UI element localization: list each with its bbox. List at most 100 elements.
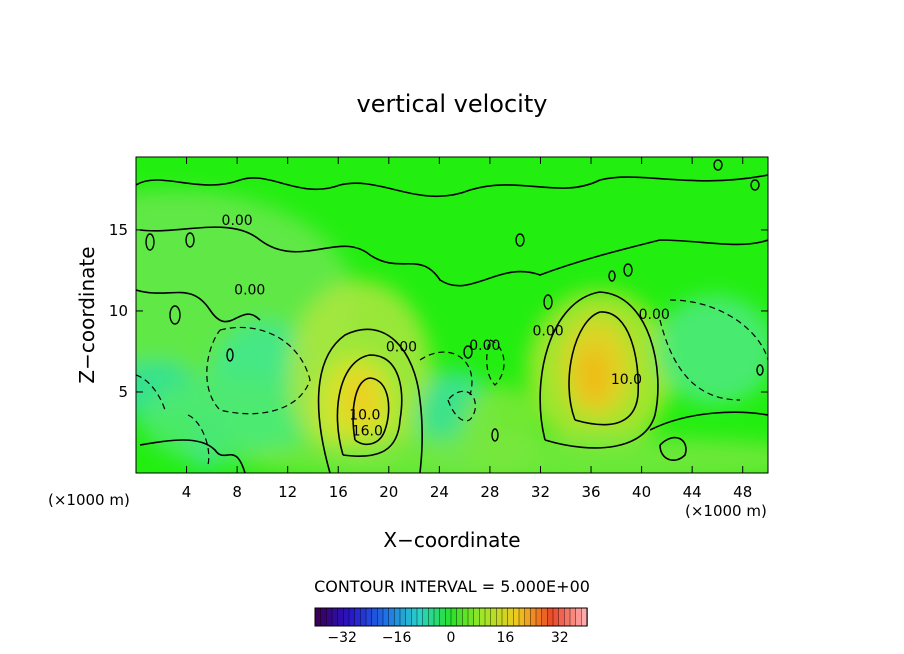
contour-line bbox=[139, 226, 768, 287]
contour-label: 0.00 bbox=[386, 339, 417, 355]
contour-line-negative bbox=[659, 319, 741, 401]
colorbar-segment bbox=[552, 607, 560, 627]
colorbar-segment bbox=[547, 607, 554, 627]
colorbar-segment bbox=[501, 607, 509, 627]
colorbar-segment bbox=[535, 607, 543, 627]
colorbar-segment bbox=[558, 607, 566, 627]
contour-loop bbox=[169, 305, 181, 325]
colorbar-segment bbox=[348, 607, 356, 627]
contour-line-negative bbox=[136, 374, 166, 411]
colorbar-segment bbox=[518, 607, 526, 627]
colorbar-tick-label: 0 bbox=[447, 630, 456, 646]
colorbar-segment bbox=[331, 607, 339, 627]
colorbar-tick-label: 32 bbox=[551, 630, 569, 646]
contour-label: 16.0 bbox=[352, 424, 383, 440]
y-axis: 5 10 15 bbox=[109, 221, 768, 401]
x-tick-label: 48 bbox=[733, 483, 752, 501]
contour-loop bbox=[145, 233, 155, 251]
colorbar-segment bbox=[439, 607, 447, 627]
colorbar-segment bbox=[371, 607, 379, 627]
x-tick-label: 36 bbox=[581, 483, 600, 501]
colorbar bbox=[314, 607, 588, 627]
colorbar-segment bbox=[320, 607, 328, 627]
contour-line bbox=[539, 291, 659, 449]
contour-loop bbox=[713, 159, 723, 171]
y-tick-label: 15 bbox=[109, 221, 128, 239]
colorbar-tick-label: −32 bbox=[327, 630, 357, 646]
colorbar-segment bbox=[416, 607, 424, 627]
y-tick-label: 5 bbox=[118, 383, 128, 401]
colorbar-segment bbox=[524, 607, 532, 627]
contour-line-negative bbox=[447, 390, 476, 422]
contour-label: 0.00 bbox=[234, 283, 265, 299]
colorbar-segment bbox=[490, 607, 498, 627]
colorbar-segment bbox=[314, 607, 322, 627]
x-tick-label: 12 bbox=[278, 483, 297, 501]
colorbar-segment bbox=[484, 607, 492, 627]
colorbar-segment bbox=[496, 607, 503, 627]
field-region bbox=[578, 347, 610, 403]
colorbar-segment bbox=[541, 607, 549, 627]
x-tick-label: 24 bbox=[430, 483, 449, 501]
contour-line-negative bbox=[669, 299, 768, 361]
field-region bbox=[340, 370, 380, 430]
colorbar-segment bbox=[575, 607, 583, 627]
x-tick-label: 8 bbox=[232, 483, 242, 501]
colorbar-segment bbox=[382, 607, 390, 627]
contour-loop bbox=[750, 179, 760, 191]
contour-lines bbox=[136, 159, 768, 473]
colorbar-segment bbox=[326, 607, 333, 627]
colorbar-frame bbox=[314, 607, 588, 627]
colorbar-segment bbox=[445, 607, 452, 627]
colorbar-segment bbox=[405, 607, 413, 627]
contour-loop bbox=[491, 428, 499, 442]
contour-label: 0.00 bbox=[639, 307, 670, 323]
contour-line bbox=[568, 311, 640, 426]
x-unit-label-left: (×1000 m) bbox=[48, 491, 130, 509]
colorbar-segment bbox=[365, 607, 373, 627]
colorbar-tick-label: −16 bbox=[382, 630, 412, 646]
plot-frame bbox=[135, 156, 769, 474]
x-tick-label: 40 bbox=[632, 483, 651, 501]
contour-loop bbox=[185, 232, 195, 248]
contour-loop bbox=[756, 364, 764, 376]
colorbar-segment bbox=[411, 607, 418, 627]
contour-loop bbox=[515, 233, 525, 247]
contour-line bbox=[649, 411, 768, 431]
colorbar-segment bbox=[433, 607, 441, 627]
colorbar-segment bbox=[467, 607, 475, 627]
x-tick-label: 28 bbox=[480, 483, 499, 501]
colorbar-segment bbox=[450, 607, 458, 627]
colorbar-segment bbox=[564, 607, 571, 627]
contour-label: 0.00 bbox=[222, 213, 253, 229]
contour-label: 10.0 bbox=[611, 372, 642, 388]
contour-line-negative bbox=[419, 351, 473, 396]
contour-line bbox=[659, 436, 687, 461]
x-tick-label: 20 bbox=[379, 483, 398, 501]
contour-loop bbox=[543, 294, 553, 310]
colorbar-segment bbox=[399, 607, 407, 627]
contour-label: 10.0 bbox=[349, 408, 380, 424]
contour-loop bbox=[463, 345, 473, 359]
colorbar-segment bbox=[360, 607, 367, 627]
colorbar-segment bbox=[394, 607, 401, 627]
chart-title: vertical velocity bbox=[357, 90, 548, 118]
field-region bbox=[655, 295, 768, 405]
x-unit-label-right: (×1000 m) bbox=[685, 502, 767, 520]
contour-line-negative bbox=[187, 414, 210, 466]
field-region bbox=[240, 435, 768, 473]
colorbar-segment bbox=[479, 607, 486, 627]
colorbar-segment bbox=[388, 607, 396, 627]
x-tick-label: 16 bbox=[329, 483, 348, 501]
colorbar-segment bbox=[343, 607, 350, 627]
colorbar-segment bbox=[507, 607, 515, 627]
x-axis: 4 8 12 16 20 24 28 32 36 40 44 48 bbox=[182, 157, 752, 501]
field-region bbox=[140, 375, 320, 465]
colorbar-segment bbox=[422, 607, 430, 627]
colorbar-tick-label: 16 bbox=[496, 630, 514, 646]
contour-loop bbox=[608, 270, 616, 282]
y-axis-label: Z−coordinate bbox=[75, 246, 99, 383]
x-axis-label: X−coordinate bbox=[383, 528, 520, 552]
